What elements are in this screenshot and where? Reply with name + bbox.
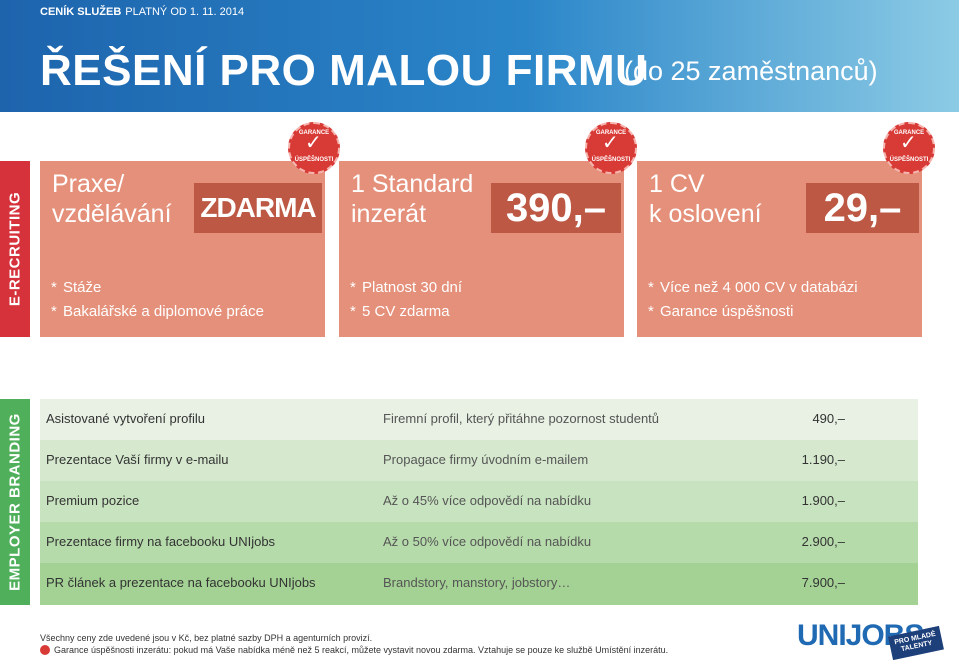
check-icon: ✓ — [602, 132, 619, 154]
card-bullet: * Platnost 30 dní — [350, 276, 462, 300]
guarantee-dot-icon — [40, 645, 50, 655]
service-price: 490,– — [812, 411, 845, 426]
branding-table: Asistované vytvoření profilu Firemní pro… — [40, 399, 918, 605]
footnote-prices: Všechny ceny zde uvedené jsou v Kč, bez … — [40, 633, 373, 643]
card-name: Praxe/ vzdělávání — [52, 170, 172, 228]
star-icon: * — [51, 279, 57, 296]
star-icon: * — [350, 279, 356, 296]
service-name: Prezentace firmy na facebooku UNIjobs — [46, 534, 276, 549]
star-icon: * — [648, 279, 654, 296]
card-price: 390,– — [491, 183, 621, 233]
table-row: PR článek a prezentace na facebooku UNIj… — [40, 563, 918, 605]
card-bullet: * Stáže — [51, 276, 264, 300]
branding-label-text: EMPLOYER BRANDING — [6, 413, 24, 591]
service-desc: Propagace firmy úvodním e-mailem — [383, 452, 589, 467]
service-price: 1.900,– — [801, 493, 845, 508]
card-name: 1 CV k oslovení — [649, 170, 762, 228]
card-bullet-list: * Stáže * Bakalářské a diplomové práce — [51, 276, 264, 324]
footnote-guarantee-text: Garance úspěšnosti inzerátu: pokud má Va… — [54, 645, 669, 655]
table-row: Premium pozice Až o 45% více odpovědí na… — [40, 481, 918, 522]
footnote-guarantee: Garance úspěšnosti inzerátu: pokud má Va… — [40, 645, 668, 655]
pricelist-bold: CENÍK SLUŽEB — [40, 6, 122, 18]
pricelist-label: CENÍK SLUŽEB PLATNÝ OD 1. 11. 2014 — [40, 6, 244, 18]
recruiting-label-text: E-RECRUITING — [6, 191, 24, 307]
page-title: ŘEŠENÍ PRO MALOU FIRMU — [40, 46, 648, 95]
service-desc: Až o 45% více odpovědí na nabídku — [383, 493, 592, 508]
service-price: 2.900,– — [801, 534, 845, 549]
card-bullet: * 5 CV zdarma — [350, 300, 462, 324]
service-price: 1.190,– — [801, 452, 845, 467]
service-name: Asistované vytvoření profilu — [46, 411, 205, 426]
service-name: Prezentace Vaší firmy v e-mailu — [46, 452, 229, 467]
branding-section-label: EMPLOYER BRANDING — [0, 399, 30, 605]
service-name: PR článek a prezentace na facebooku UNIj… — [46, 575, 316, 590]
check-icon: ✓ — [305, 132, 322, 154]
service-desc: Až o 50% více odpovědí na nabídku — [383, 534, 592, 549]
check-icon: ✓ — [900, 132, 917, 154]
pricelist-date: PLATNÝ OD 1. 11. 2014 — [125, 6, 245, 18]
table-row: Prezentace firmy na facebooku UNIjobs Až… — [40, 522, 918, 563]
page-subtitle: (do 25 zaměstnanců) — [624, 56, 878, 86]
star-icon: * — [51, 303, 57, 320]
card-bullet: * Garance úspěšnosti — [648, 300, 858, 324]
card-bullet-list: * Více než 4 000 CV v databázi * Garance ú… — [648, 276, 858, 324]
card-bullet: * Bakalářské a diplomové práce — [51, 300, 264, 324]
card-price: 29,– — [806, 183, 919, 233]
guarantee-badge: GARANCE ✓ ÚSPĚŠNOSTI — [585, 122, 637, 174]
header-banner — [0, 0, 959, 112]
table-row: Asistované vytvoření profilu Firemní pro… — [40, 399, 918, 440]
service-desc: Firemní profil, který přitáhne pozornost… — [383, 411, 660, 426]
star-icon: * — [648, 303, 654, 320]
table-row: Prezentace Vaší firmy v e-mailu Propagac… — [40, 440, 918, 481]
service-card-inzerat: 1 Standard inzerát 390,– * Platnost 30 dn… — [339, 161, 624, 337]
service-card-praxe: Praxe/ vzdělávání ZDARMA * Stáže * Bakalář… — [40, 161, 325, 337]
guarantee-badge: GARANCE ✓ ÚSPĚŠNOSTI — [883, 122, 935, 174]
guarantee-badge: GARANCE ✓ ÚSPĚŠNOSTI — [288, 122, 340, 174]
card-price: ZDARMA — [194, 183, 322, 233]
service-card-cv: 1 CV k oslovení 29,– * Více než 4 000 CV … — [637, 161, 922, 337]
card-bullet: * Více než 4 000 CV v databázi — [648, 276, 858, 300]
card-bullet-list: * Platnost 30 dní * 5 CV zdarma — [350, 276, 462, 324]
card-name: 1 Standard inzerát — [351, 170, 474, 228]
recruiting-section-label: E-RECRUITING — [0, 161, 30, 337]
service-desc: Brandstory, manstory, jobstory… — [383, 575, 571, 590]
star-icon: * — [350, 303, 356, 320]
service-price: 7.900,– — [801, 575, 845, 590]
service-name: Premium pozice — [46, 493, 140, 508]
